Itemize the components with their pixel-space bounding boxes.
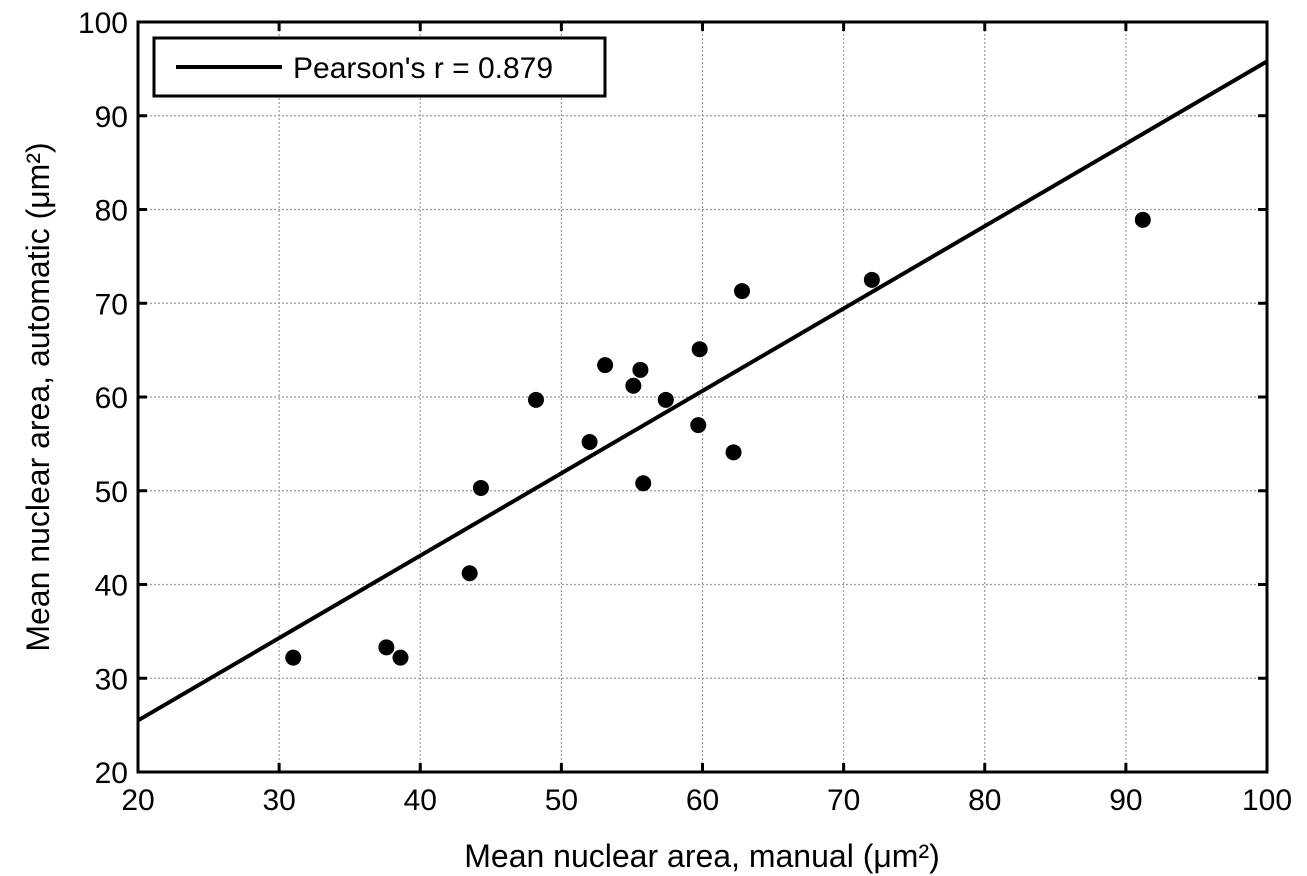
x-tick-label: 20 (121, 784, 154, 817)
x-tick-label: 70 (827, 784, 860, 817)
y-tick-label: 50 (95, 476, 128, 509)
data-points (285, 211, 1151, 666)
y-tick-label: 100 (78, 7, 128, 40)
x-tick-label: 40 (404, 784, 437, 817)
y-tick-label: 80 (95, 195, 128, 228)
axis-ticks: 20 30 40 50 60 70 80 90 100 20 30 40 50 60 70 80 90 100 (78, 7, 1292, 817)
y-tick-label: 70 (95, 288, 128, 321)
data-point (472, 479, 489, 496)
x-tick-label: 30 (262, 784, 295, 817)
y-tick-label: 60 (95, 382, 128, 415)
x-tick-label: 100 (1242, 784, 1292, 817)
y-axis-label: Mean nuclear area, automatic (μm²) (20, 142, 56, 651)
data-point (657, 391, 674, 408)
x-axis-label: Mean nuclear area, manual (μm²) (464, 838, 940, 874)
data-point (597, 357, 614, 374)
legend: Pearson's r = 0.879 (152, 36, 607, 98)
data-point (527, 391, 544, 408)
y-tick-label: 40 (95, 570, 128, 603)
data-point (863, 271, 880, 288)
y-tick-label: 20 (95, 757, 128, 790)
x-tick-label: 90 (1109, 784, 1142, 817)
data-point (625, 377, 642, 394)
data-point (581, 434, 598, 450)
data-point (1134, 211, 1151, 228)
fit-line (136, 59, 1269, 723)
x-tick-label: 50 (545, 784, 578, 817)
data-point (461, 565, 478, 582)
data-point (378, 639, 395, 656)
x-tick-label: 60 (686, 784, 719, 817)
data-point (635, 475, 652, 492)
grid-lines (138, 22, 1267, 772)
x-tick-label: 80 (968, 784, 1001, 817)
data-point (632, 361, 649, 378)
data-point (690, 417, 707, 434)
data-point (725, 444, 742, 461)
data-point (392, 649, 409, 666)
data-point (734, 283, 751, 300)
data-point (691, 341, 708, 358)
data-point (285, 649, 302, 666)
y-tick-label: 90 (95, 101, 128, 134)
y-tick-label: 30 (95, 663, 128, 696)
legend-label: Pearson's r = 0.879 (293, 52, 553, 85)
